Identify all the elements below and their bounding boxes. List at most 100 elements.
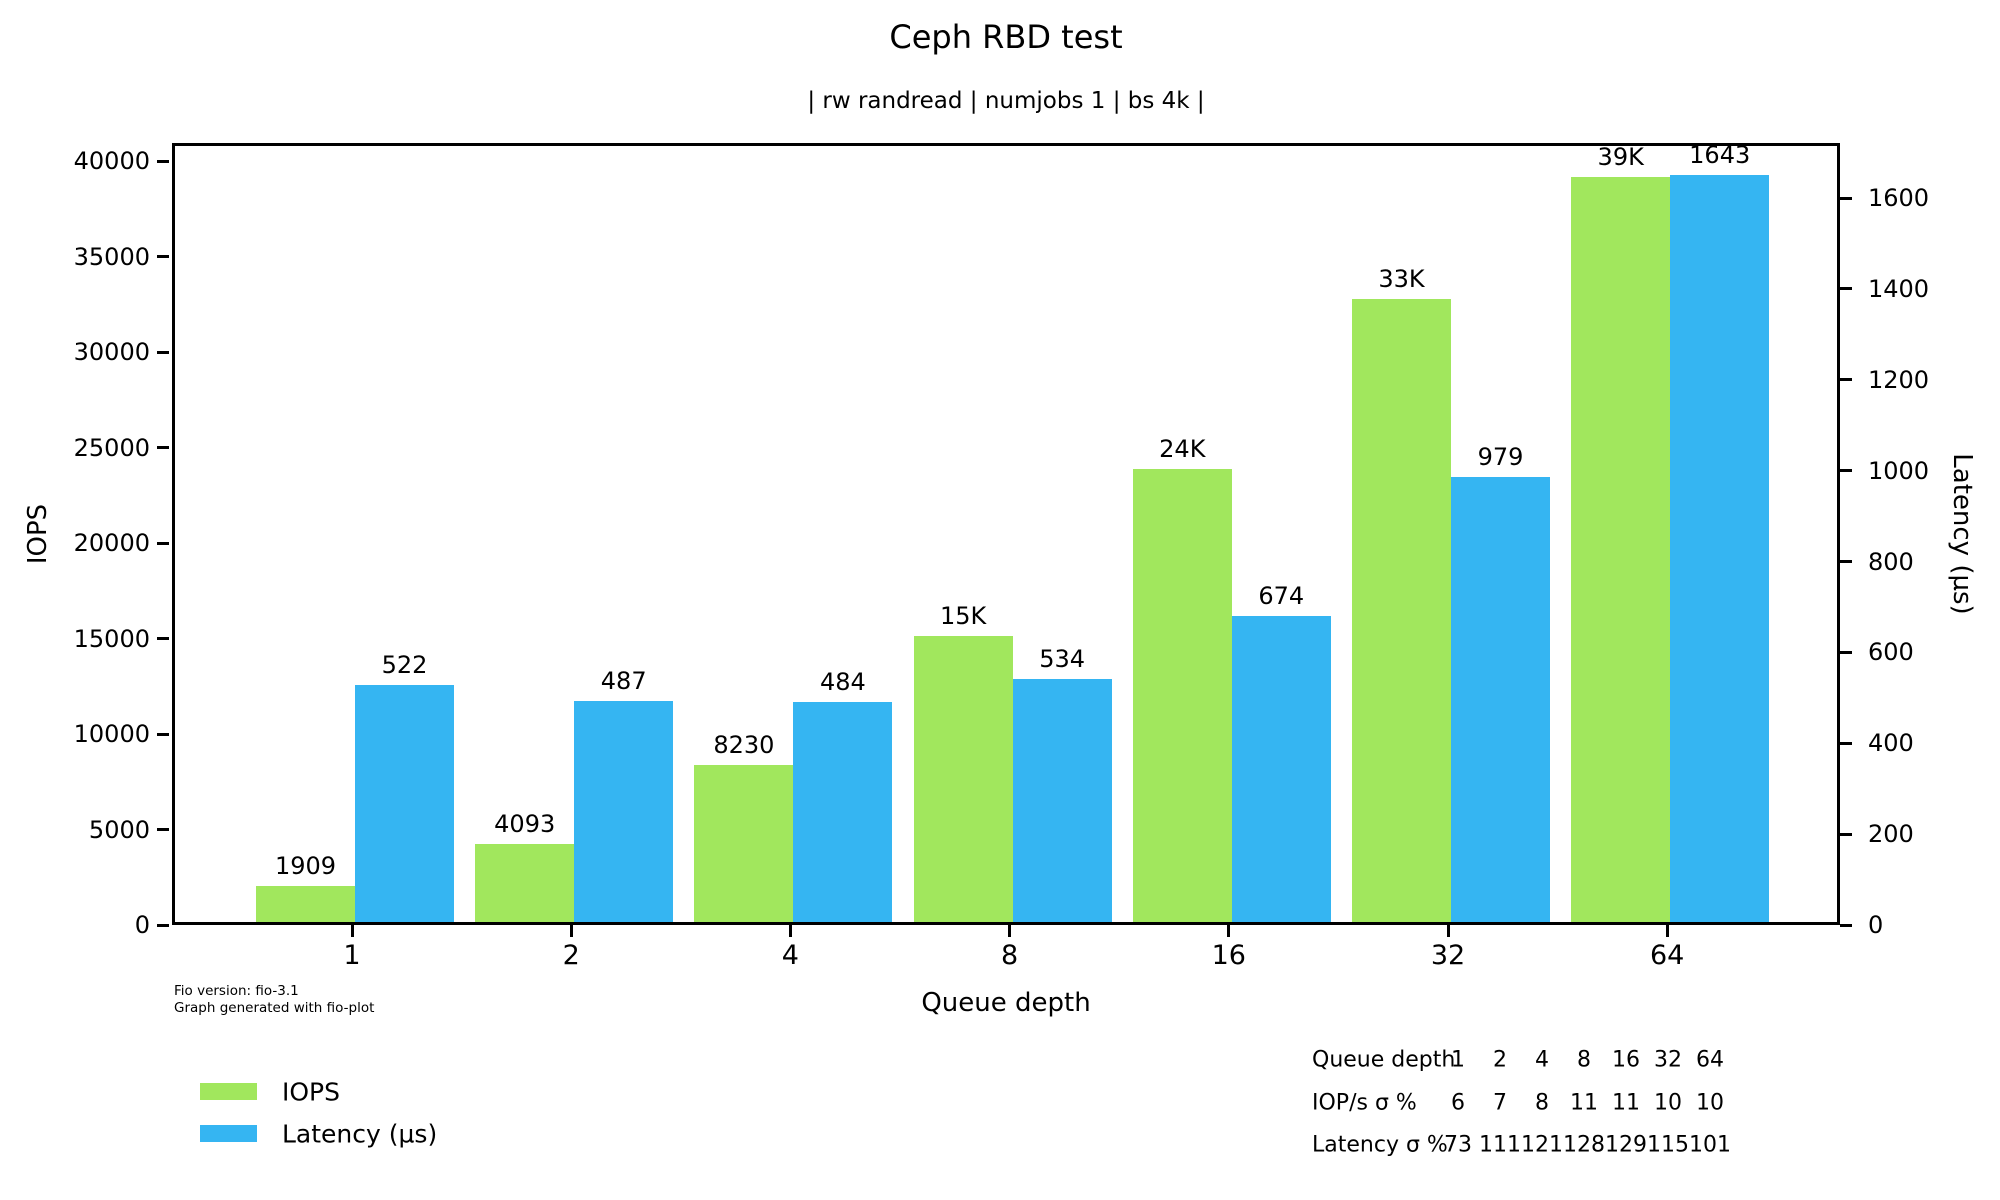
latency-value-label: 534: [1039, 645, 1085, 673]
left-axis-tick-label: 25000: [73, 433, 150, 462]
right-axis-tick-label: 800: [1868, 547, 1914, 576]
latency-value-label: 979: [1477, 443, 1524, 471]
stddev-cell: 121: [1521, 1132, 1563, 1158]
right-axis-tick-label: 1200: [1868, 365, 1930, 394]
stddev-cell: 73: [1444, 1132, 1472, 1158]
stddev-cell: 4: [1535, 1047, 1549, 1073]
left-axis-tick: [157, 350, 169, 354]
latency-bar: [793, 702, 893, 922]
plot-area: 1909 522 4093 487 8230 484 15K 534 24K 674 33K 979 3…: [172, 141, 1840, 925]
stddev-cell: 11: [1570, 1090, 1598, 1115]
stddev-row-label: Latency σ %: [1312, 1132, 1448, 1158]
x-axis-tick-label: 8: [1001, 940, 1019, 971]
latency-value-label: 1643: [1689, 141, 1751, 169]
stddev-cell: 10: [1696, 1090, 1724, 1115]
iops-bar: [1571, 177, 1671, 922]
left-axis-tick: [157, 541, 169, 545]
left-axis-tick: [157, 732, 169, 736]
left-axis-tick: [157, 159, 169, 163]
left-axis-tick-label: 0: [134, 911, 150, 939]
legend-label: Latency (µs): [282, 1119, 438, 1148]
right-axis-tick: [1840, 923, 1852, 927]
x-axis-tick-label: 1: [343, 940, 361, 971]
stddev-cell: 6: [1451, 1090, 1465, 1115]
right-axis-tick-label: 1000: [1868, 456, 1930, 485]
stddev-cell: 2: [1493, 1047, 1507, 1073]
left-axis-tick-label: 5000: [88, 815, 150, 844]
iops-value-label: 1909: [274, 852, 337, 880]
stddev-cell: 115: [1647, 1132, 1689, 1158]
iops-bar: [913, 636, 1013, 922]
latency-value-label: 484: [819, 668, 866, 696]
iops-bar: [256, 886, 355, 922]
x-axis-tick: [1227, 925, 1231, 937]
stddev-cell: 32: [1654, 1047, 1682, 1073]
chart-title: Ceph RBD test: [889, 18, 1123, 56]
left-axis-tick-label: 40000: [73, 147, 150, 176]
latency-legend-swatch: [200, 1125, 257, 1142]
x-axis-tick: [1665, 925, 1669, 937]
left-axis-tick-label: 15000: [73, 624, 150, 653]
x-axis-tick-label: 32: [1430, 940, 1466, 971]
fio-version-text: Fio version: fio-3.1: [174, 983, 299, 999]
right-axis-tick: [1840, 196, 1852, 200]
legend-label: IOPS: [282, 1077, 340, 1106]
x-axis-tick: [1446, 925, 1450, 937]
right-axis-tick: [1840, 378, 1852, 382]
latency-bar: [355, 685, 454, 922]
left-axis-tick: [157, 923, 169, 927]
iops-bar: [694, 765, 794, 922]
stddev-cell: 8: [1535, 1090, 1549, 1115]
latency-bar: [1231, 616, 1331, 922]
right-axis-tick-label: 1600: [1868, 184, 1930, 212]
iops-bar: [1132, 469, 1232, 922]
x-axis-tick-label: 64: [1650, 940, 1685, 971]
stddev-cell: 16: [1612, 1047, 1640, 1073]
stddev-cell: 8: [1577, 1047, 1591, 1073]
x-axis-tick-label: 4: [781, 940, 799, 971]
iops-bar: [475, 844, 575, 922]
stddev-cell: 101: [1689, 1132, 1731, 1158]
left-axis-tick: [157, 255, 169, 259]
left-axis-tick: [157, 637, 169, 641]
x-axis-title: Queue depth: [921, 988, 1091, 1018]
x-axis-tick-label: 16: [1211, 940, 1246, 971]
stddev-cell: 1: [1451, 1047, 1465, 1073]
x-axis-tick-label: 2: [562, 940, 580, 971]
x-axis-tick: [788, 925, 792, 937]
latency-value-label: 522: [381, 651, 428, 679]
stddev-row-label: IOP/s σ %: [1312, 1090, 1417, 1115]
iops-value-label: 4093: [494, 810, 556, 838]
iops-value-label: 15K: [939, 602, 987, 630]
latency-value-label: 487: [600, 667, 647, 695]
x-axis-tick: [1008, 925, 1012, 937]
latency-bar: [1012, 679, 1112, 922]
left-axis-tick-label: 35000: [73, 242, 150, 271]
iops-value-label: 8230: [713, 731, 775, 759]
x-axis-tick: [569, 925, 573, 937]
left-axis-tick: [157, 828, 169, 831]
right-axis-tick: [1840, 650, 1852, 654]
left-axis-tick-label: 30000: [73, 338, 150, 367]
stddev-cell: 11: [1612, 1090, 1640, 1115]
right-axis-tick-label: 400: [1868, 729, 1914, 758]
iops-value-label: 39K: [1597, 143, 1644, 171]
latency-bar: [1670, 175, 1770, 922]
left-axis-tick-label: 10000: [73, 720, 150, 748]
stddev-cell: 111: [1479, 1132, 1521, 1158]
stddev-cell: 10: [1654, 1090, 1682, 1115]
iops-value-label: 24K: [1159, 435, 1206, 463]
stddev-cell: 64: [1696, 1047, 1724, 1073]
generator-credit: Fio version: fio-3.1 Graph generated wit…: [174, 983, 374, 1017]
iops-legend-swatch: [200, 1083, 257, 1100]
right-axis-tick: [1840, 560, 1852, 563]
right-axis-tick-label: 0: [1868, 911, 1884, 939]
left-axis-tick-label: 20000: [73, 529, 150, 558]
latency-bar: [1451, 477, 1550, 922]
stddev-cell: 128: [1563, 1132, 1605, 1158]
right-axis-tick: [1840, 469, 1852, 473]
stddev-cell: 7: [1493, 1090, 1507, 1115]
right-axis-tick-label: 200: [1868, 820, 1914, 849]
iops-value-label: 33K: [1378, 265, 1425, 293]
